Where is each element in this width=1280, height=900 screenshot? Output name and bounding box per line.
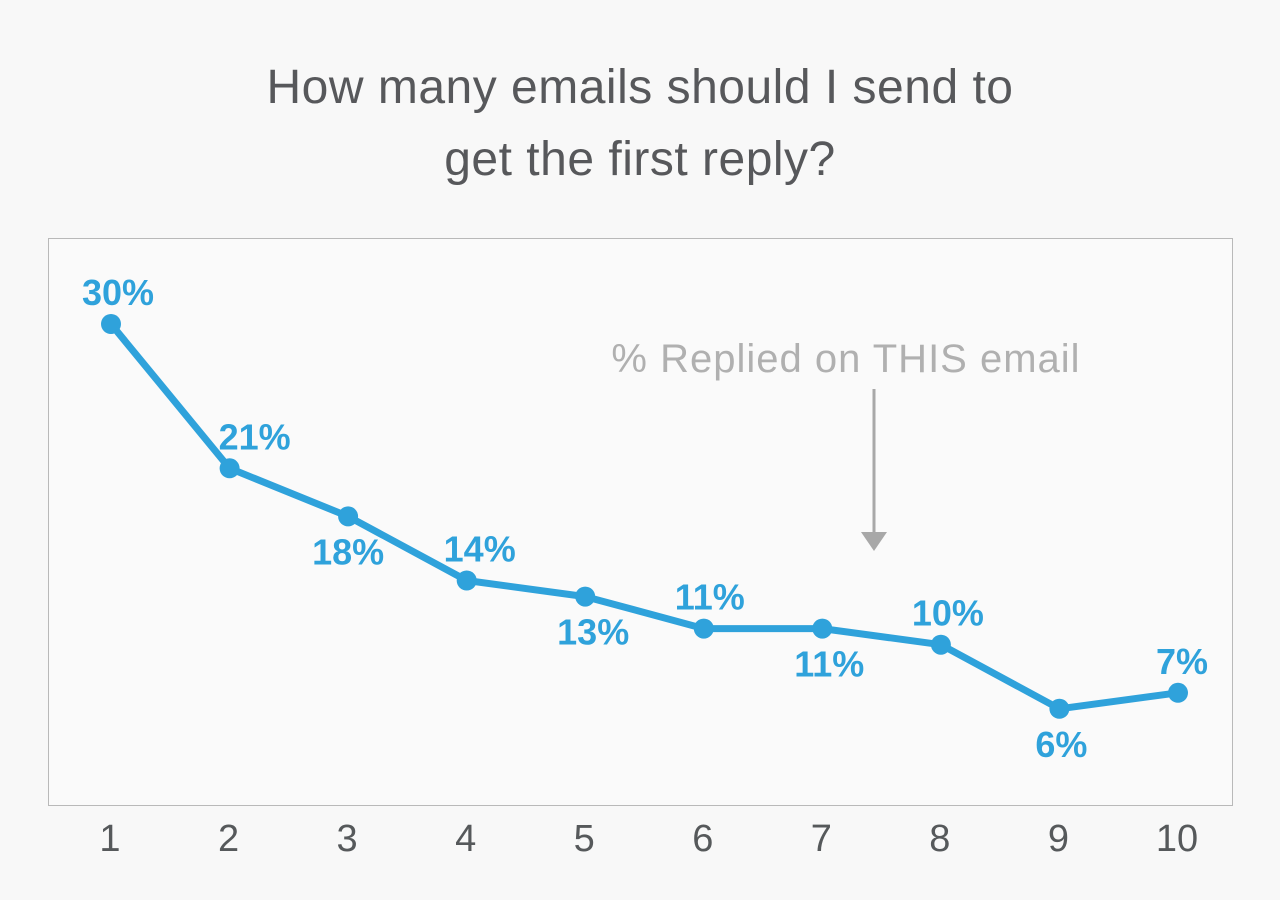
- point-label: 30%: [82, 272, 154, 313]
- x-tick-label: 7: [810, 818, 832, 860]
- x-tick-label: 5: [573, 818, 595, 860]
- data-point: [812, 618, 833, 639]
- page-title: How many emails should I send to get the…: [0, 52, 1280, 196]
- x-tick-label: 9: [1047, 818, 1070, 860]
- page-title-line-1: How many emails should I send to: [266, 61, 1014, 114]
- chart-plot-area: % Replied on THIS email 30% 21% 18% 14% 13% 11…: [48, 238, 1233, 806]
- x-tick-label: 1: [99, 818, 121, 860]
- annotation-label: % Replied on THIS email: [611, 337, 1080, 381]
- point-label: 13%: [557, 612, 629, 653]
- x-tick-label: 3: [336, 818, 358, 860]
- x-tick-label: 2: [217, 818, 240, 860]
- point-label: 18%: [312, 531, 384, 572]
- point-label: 7%: [1156, 641, 1208, 682]
- point-label: 11%: [675, 577, 745, 618]
- data-point: [219, 458, 240, 479]
- point-label: 21%: [219, 416, 291, 457]
- point-label: 14%: [444, 529, 516, 570]
- x-tick-label: 6: [692, 818, 714, 860]
- page-title-line-2: get the first reply?: [444, 133, 836, 186]
- data-point: [1168, 682, 1188, 703]
- data-point: [930, 634, 951, 655]
- x-tick-label: 4: [455, 818, 477, 860]
- down-arrow-head-icon: [861, 532, 887, 551]
- point-label: 10%: [912, 593, 984, 634]
- x-axis: 1 2 3 4 5 6 7 8 9 10: [48, 818, 1231, 868]
- x-tick-label: 8: [929, 818, 951, 860]
- trend-line: [107, 320, 1182, 713]
- x-tick-label: 10: [1155, 818, 1199, 860]
- data-point: [1049, 698, 1070, 719]
- line-chart: % Replied on THIS email 30% 21% 18% 14% 13% 11…: [82, 272, 1208, 765]
- data-point: [338, 506, 359, 527]
- data-point: [575, 586, 596, 607]
- point-label: 6%: [1035, 724, 1087, 765]
- data-point: [456, 570, 477, 591]
- point-label: 11%: [794, 644, 864, 685]
- data-point: [101, 314, 121, 334]
- data-point: [693, 618, 714, 639]
